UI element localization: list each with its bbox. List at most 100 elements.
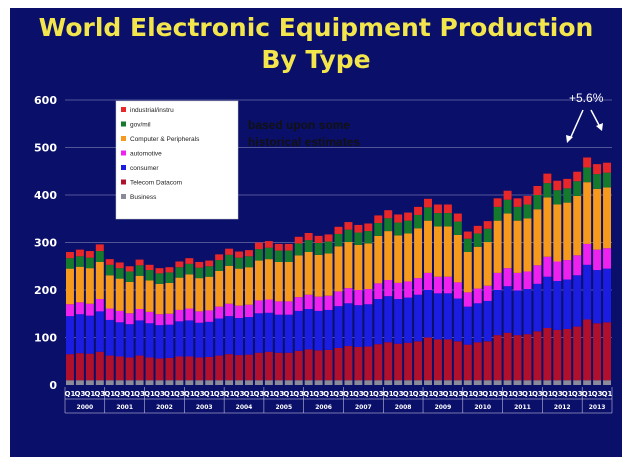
bar-segment [513,290,522,336]
x-quarter-label: Q1 [323,390,334,398]
bar-segment [75,249,84,257]
bar-segment [433,380,442,385]
bar-segment [254,380,263,385]
bar-segment [274,301,283,315]
bar-segment [573,255,582,276]
x-quarter-label: Q3 [572,390,583,398]
bar-segment [384,296,393,343]
bar-segment [404,380,413,385]
y-tick-label: 400 [34,189,57,202]
bar-segment [264,380,273,385]
bar-segment [105,308,114,320]
bar-segment [563,279,572,329]
x-quarter-label: Q1 [104,390,115,398]
bar-segment [433,293,442,340]
bar-segment [563,202,572,261]
bar-segment [334,347,343,381]
bar-segment [294,255,303,298]
x-quarter-label: Q1 [363,390,374,398]
bar-segment [105,355,114,381]
bar-segment [443,213,452,227]
bar-segment [264,299,273,313]
bar-segment [603,322,612,381]
bar-segment [105,319,114,356]
bar-segment [264,312,273,352]
bar-segment [463,231,472,239]
y-tick-label: 300 [34,237,57,250]
bar-segment [384,380,393,385]
bar-segment [573,275,582,327]
bar-segment [294,380,303,385]
legend: industrial/instru gov/mil Computer & Perip… [115,100,239,220]
bar-segment [185,258,194,264]
bar-segment [175,380,184,385]
chart-title: World Electronic Equipment Production By… [10,12,622,76]
bar-segment [105,259,114,265]
growth-arrow-right [590,109,601,128]
bar-segment [125,271,134,282]
bar-segment [364,289,373,305]
legend-label: Business [130,194,157,201]
bar-segment [225,254,234,266]
bar-segment [483,285,492,301]
x-quarter-label: Q3 [592,390,603,398]
bar-segment [473,233,482,247]
bar-segment [384,280,393,297]
bar-segment [424,380,432,385]
bar-segment [523,289,532,335]
bar-segment [453,380,462,385]
bar-segment [105,275,114,309]
bar-segment [414,341,423,381]
bar-segment [145,270,154,281]
bar-segment [284,314,293,353]
bar-segment [583,243,592,265]
bar-segment [324,380,333,385]
bar-segment [135,355,144,381]
x-year-label: 2012 [554,404,571,411]
bar-segment [314,235,323,243]
x-quarter-label: Q3 [353,390,364,398]
bar-segment [254,300,263,314]
bar-segment [433,276,442,294]
legend-label: consumer [130,165,159,172]
legend-swatch [121,136,126,141]
bar-segment [225,354,234,381]
bar-segment [354,290,363,306]
x-quarter-label: Q3 [194,390,205,398]
bar-segment [463,238,472,252]
bar-segment [503,332,512,381]
bar-segment [493,198,502,207]
bar-segment [394,282,403,300]
x-quarter-label: Q3 [512,390,523,398]
bar-segment [414,214,423,229]
bar-segment [414,228,423,279]
bar-segment [294,243,303,256]
x-quarter-label: Q1 [144,390,155,398]
x-quarter-label: Q1 [283,390,294,398]
bar-segment [284,301,293,315]
bar-segment [215,380,224,385]
x-quarter-label: Q1 [84,390,95,398]
bar-segment [75,256,84,267]
bar-segment [473,246,482,289]
x-quarter-label: Q3 [293,390,304,398]
bar-segment [483,341,492,381]
bar-segment [603,268,612,323]
bar-segment [583,157,592,168]
x-quarter-label: Q1 [263,390,274,398]
legend-label: gov/mil [130,122,151,129]
bar-segment [195,357,204,381]
x-quarter-label: Q3 [174,390,185,398]
bar-segment [503,199,512,214]
x-year-label: 2010 [474,404,491,411]
bar-segment [205,260,214,267]
bar-segment [533,209,542,266]
bar-segment [274,380,283,385]
bar-segment [513,206,522,221]
bar-segment [65,380,74,385]
bar-segment [463,252,472,293]
bar-segment [145,323,154,358]
bar-segment [344,346,353,381]
bar-segment [404,233,413,282]
bar-segment [463,380,472,385]
